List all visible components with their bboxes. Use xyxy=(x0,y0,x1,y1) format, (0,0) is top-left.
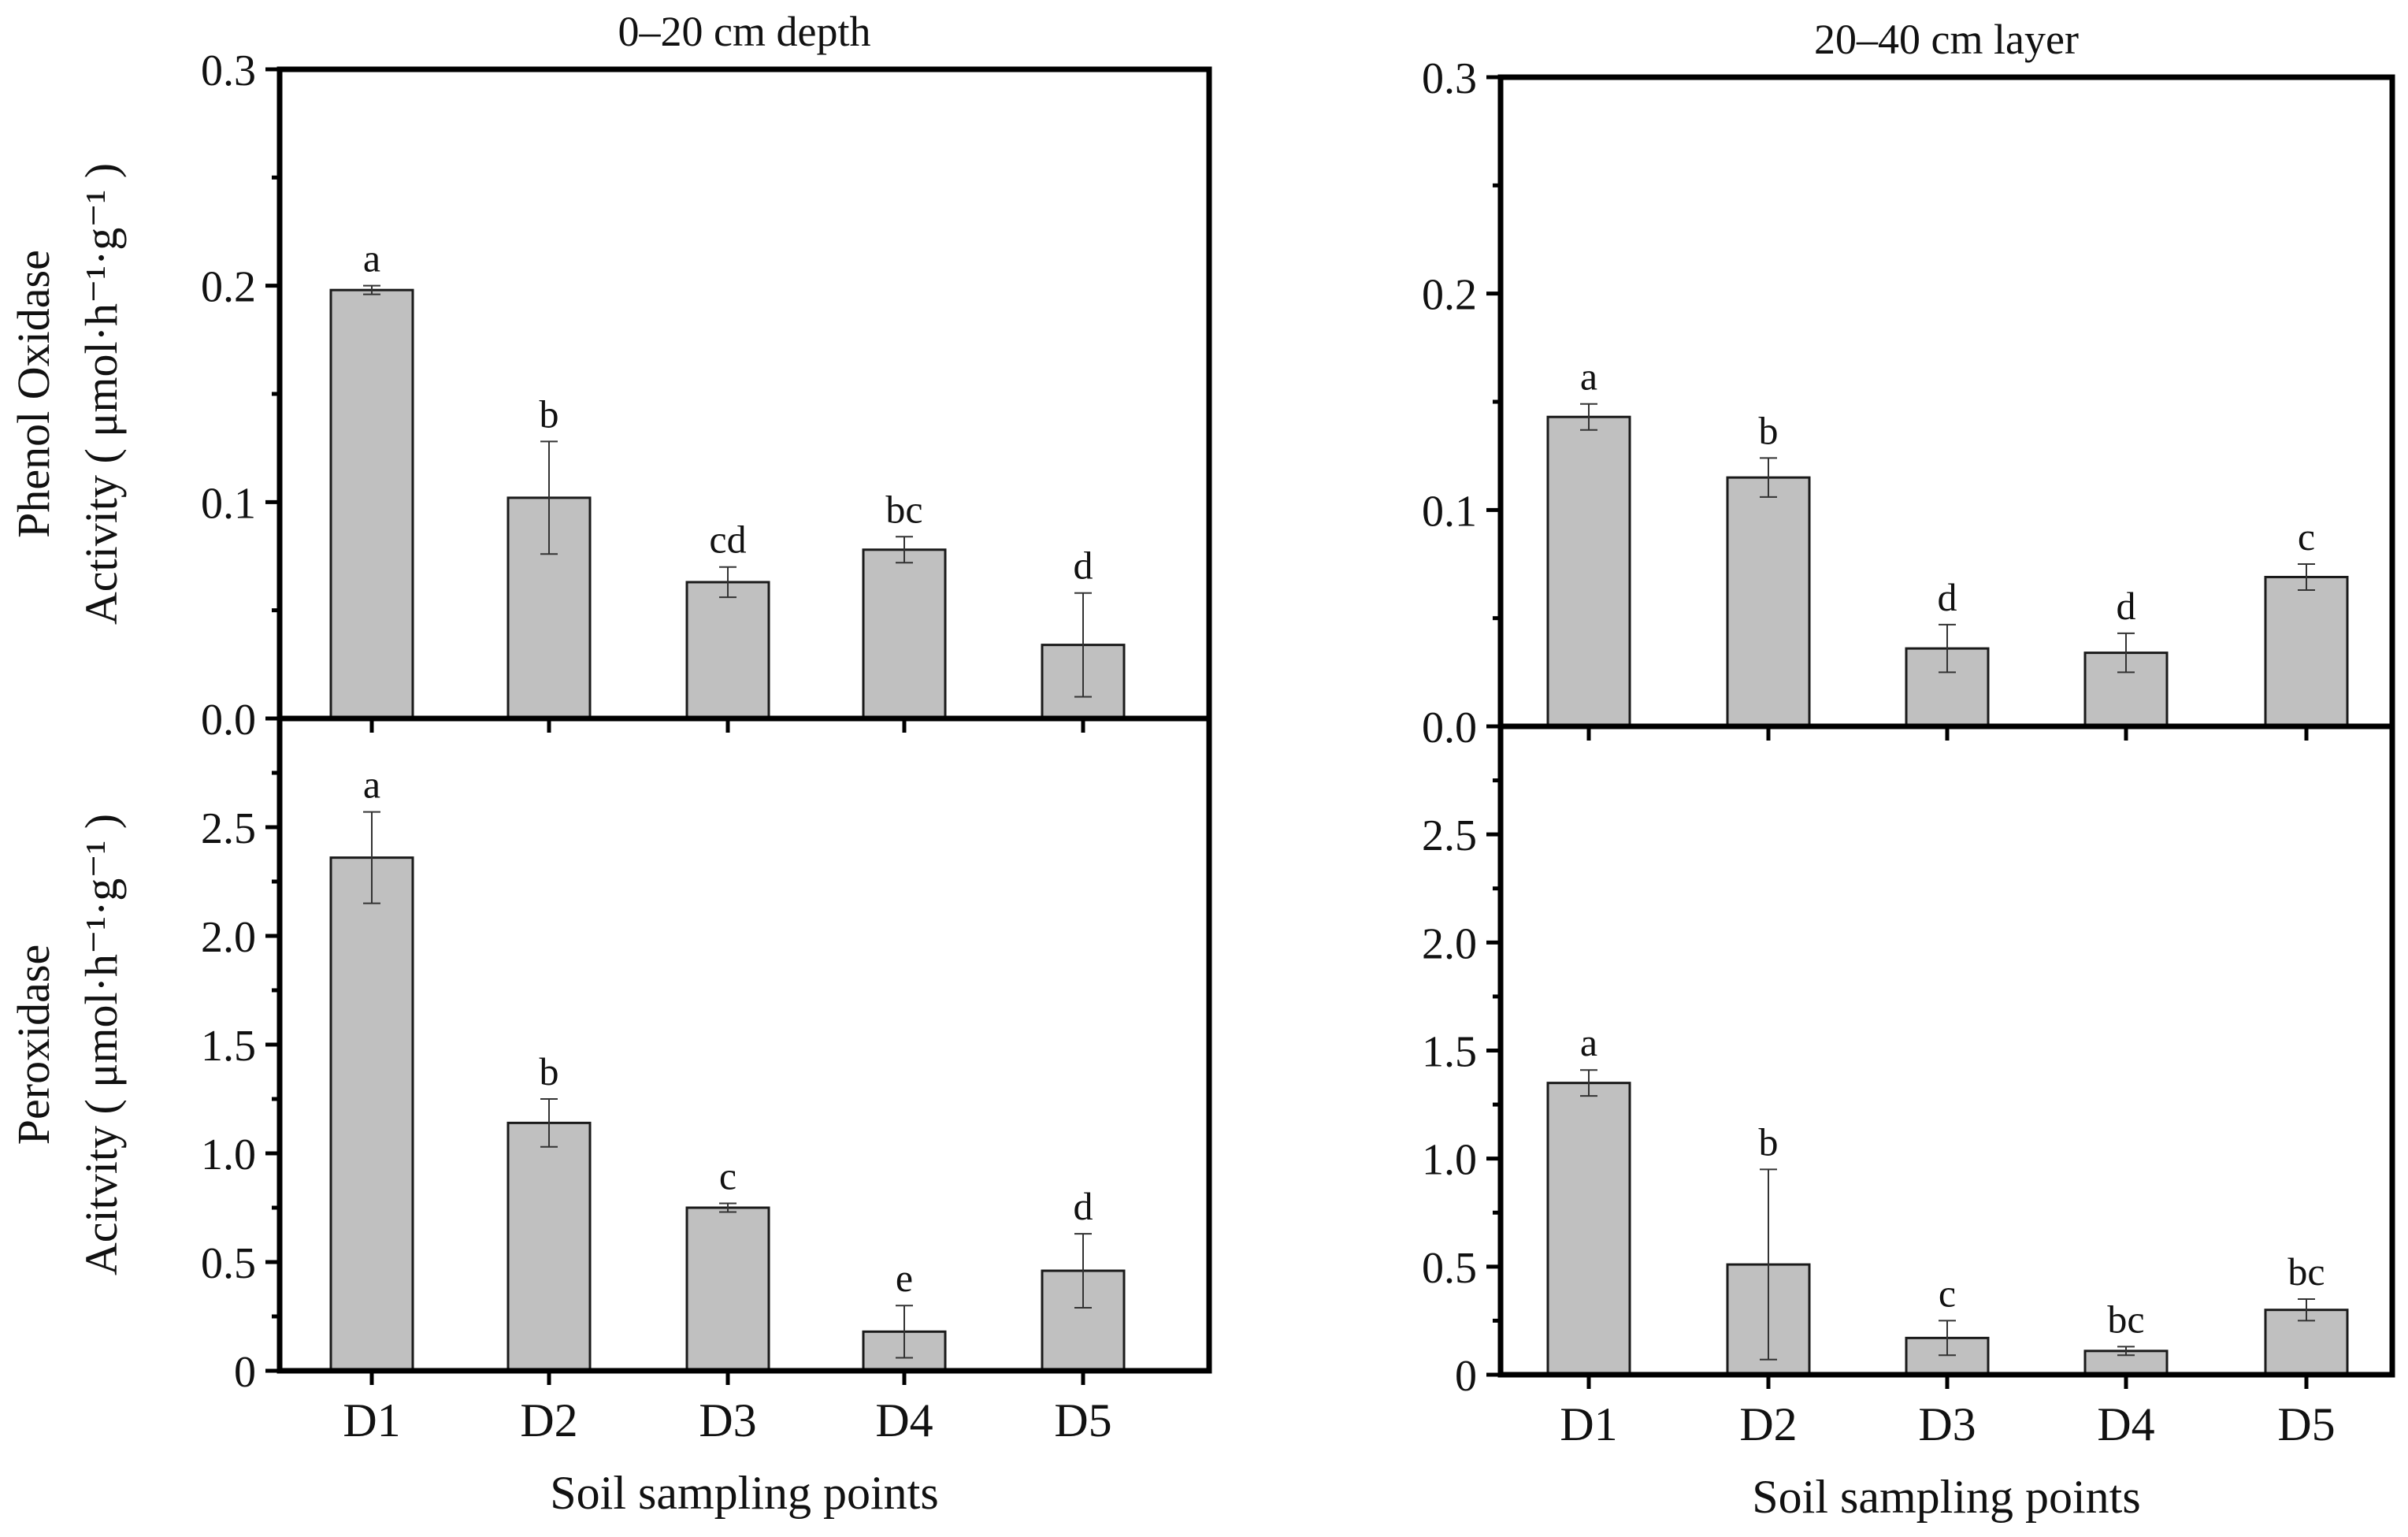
x-tick-label-D1: D1 xyxy=(343,1394,400,1446)
x-tick-label-D2: D2 xyxy=(1739,1398,1797,1450)
panel-po-20-40: a b d d c 0.0 0.1 0.2 0.3 20–40 cm layer xyxy=(1422,16,2395,752)
significance-label: a xyxy=(363,236,380,280)
y-tick-label: 1.5 xyxy=(1422,1028,1477,1077)
significance-label: bc xyxy=(2107,1297,2144,1341)
y-tick-label: 0.0 xyxy=(1422,704,1477,752)
x-tick-label-D5: D5 xyxy=(2277,1398,2335,1450)
y-tick-label: 0.2 xyxy=(201,263,256,312)
y-tick-label: 2.5 xyxy=(1422,811,1477,860)
bar-D1 xyxy=(329,856,414,1372)
significance-label: b xyxy=(1759,408,1779,452)
y-tick-label: 1.5 xyxy=(201,1022,256,1071)
y-tick-label: 0 xyxy=(234,1348,256,1397)
x-axis-title: Soil sampling points xyxy=(1752,1471,2140,1523)
bar-D1 xyxy=(1546,1082,1631,1376)
x-axis-title: Soil sampling points xyxy=(550,1467,938,1519)
y-tick-label: 0.5 xyxy=(1422,1244,1477,1293)
y-tick-label: 2.0 xyxy=(1422,919,1477,968)
bar-D5 xyxy=(2264,575,2349,728)
bar-D1 xyxy=(1546,415,1631,728)
x-tick-label-D1: D1 xyxy=(1560,1398,1617,1450)
y-tick-label: 0.3 xyxy=(1422,54,1477,103)
x-tick-label-D4: D4 xyxy=(2097,1398,2154,1450)
significance-label: d xyxy=(1938,575,1957,619)
y-tick-label: 0.3 xyxy=(201,46,256,95)
panel-px-0-20: a b c e d 0 0.5 1.0 1.5 2.0 2.5 D1 D2 D3 D4 D5 Soil samp… xyxy=(8,715,1212,1519)
y-tick-label: 2.5 xyxy=(201,804,256,853)
bar-D2 xyxy=(506,1121,592,1372)
y-tick-label: 0.1 xyxy=(201,479,256,528)
y-axis-title: Phenol Oxidase xyxy=(8,250,59,538)
x-tick-label-D3: D3 xyxy=(1918,1398,1976,1450)
panel-title: 20–40 cm layer xyxy=(1814,16,2079,63)
significance-label: c xyxy=(719,1153,736,1197)
significance-label: bc xyxy=(885,487,922,531)
y-tick-label: 0 xyxy=(1455,1352,1477,1401)
y-tick-label: 0.1 xyxy=(1422,487,1477,536)
y-axis-title: Peroxidase xyxy=(8,945,59,1145)
significance-label: b xyxy=(540,392,559,436)
significance-label: d xyxy=(1074,1184,1093,1228)
significance-label: e xyxy=(896,1256,913,1300)
significance-label: b xyxy=(540,1049,559,1093)
x-tick-label-D2: D2 xyxy=(520,1394,577,1446)
significance-label: d xyxy=(2117,584,2136,628)
y-tick-label: 0.0 xyxy=(201,696,256,744)
bar-D3 xyxy=(685,581,770,720)
significance-label: d xyxy=(1074,544,1093,588)
y-axis-title: Activity ( μmol·h⁻¹·g⁻¹ ) xyxy=(76,163,127,625)
x-tick-label-D3: D3 xyxy=(699,1394,756,1446)
x-tick-label-D5: D5 xyxy=(1054,1394,1111,1446)
y-tick-label: 1.0 xyxy=(201,1130,256,1179)
bar-D2 xyxy=(1726,476,1811,728)
significance-label: a xyxy=(363,763,380,807)
significance-label: c xyxy=(2298,514,2315,559)
panel-title: 0–20 cm depth xyxy=(618,8,871,55)
bar-D3 xyxy=(685,1206,770,1372)
x-tick-label-D4: D4 xyxy=(875,1394,933,1446)
y-tick-label: 2.0 xyxy=(201,913,256,962)
y-tick-label: 0.5 xyxy=(201,1239,256,1288)
significance-label: a xyxy=(1580,355,1597,399)
y-tick-label: 0.2 xyxy=(1422,271,1477,320)
bar-D1 xyxy=(329,288,414,720)
y-axis-title: Acitvity ( μmol·h⁻¹·g⁻¹ ) xyxy=(76,814,127,1275)
y-tick-label: 1.0 xyxy=(1422,1136,1477,1185)
bar-D4 xyxy=(862,548,947,720)
significance-label: c xyxy=(1939,1271,1956,1315)
significance-label: b xyxy=(1759,1119,1779,1164)
significance-label: cd xyxy=(709,518,746,562)
significance-label: bc xyxy=(2287,1249,2325,1294)
significance-label: a xyxy=(1580,1020,1597,1064)
